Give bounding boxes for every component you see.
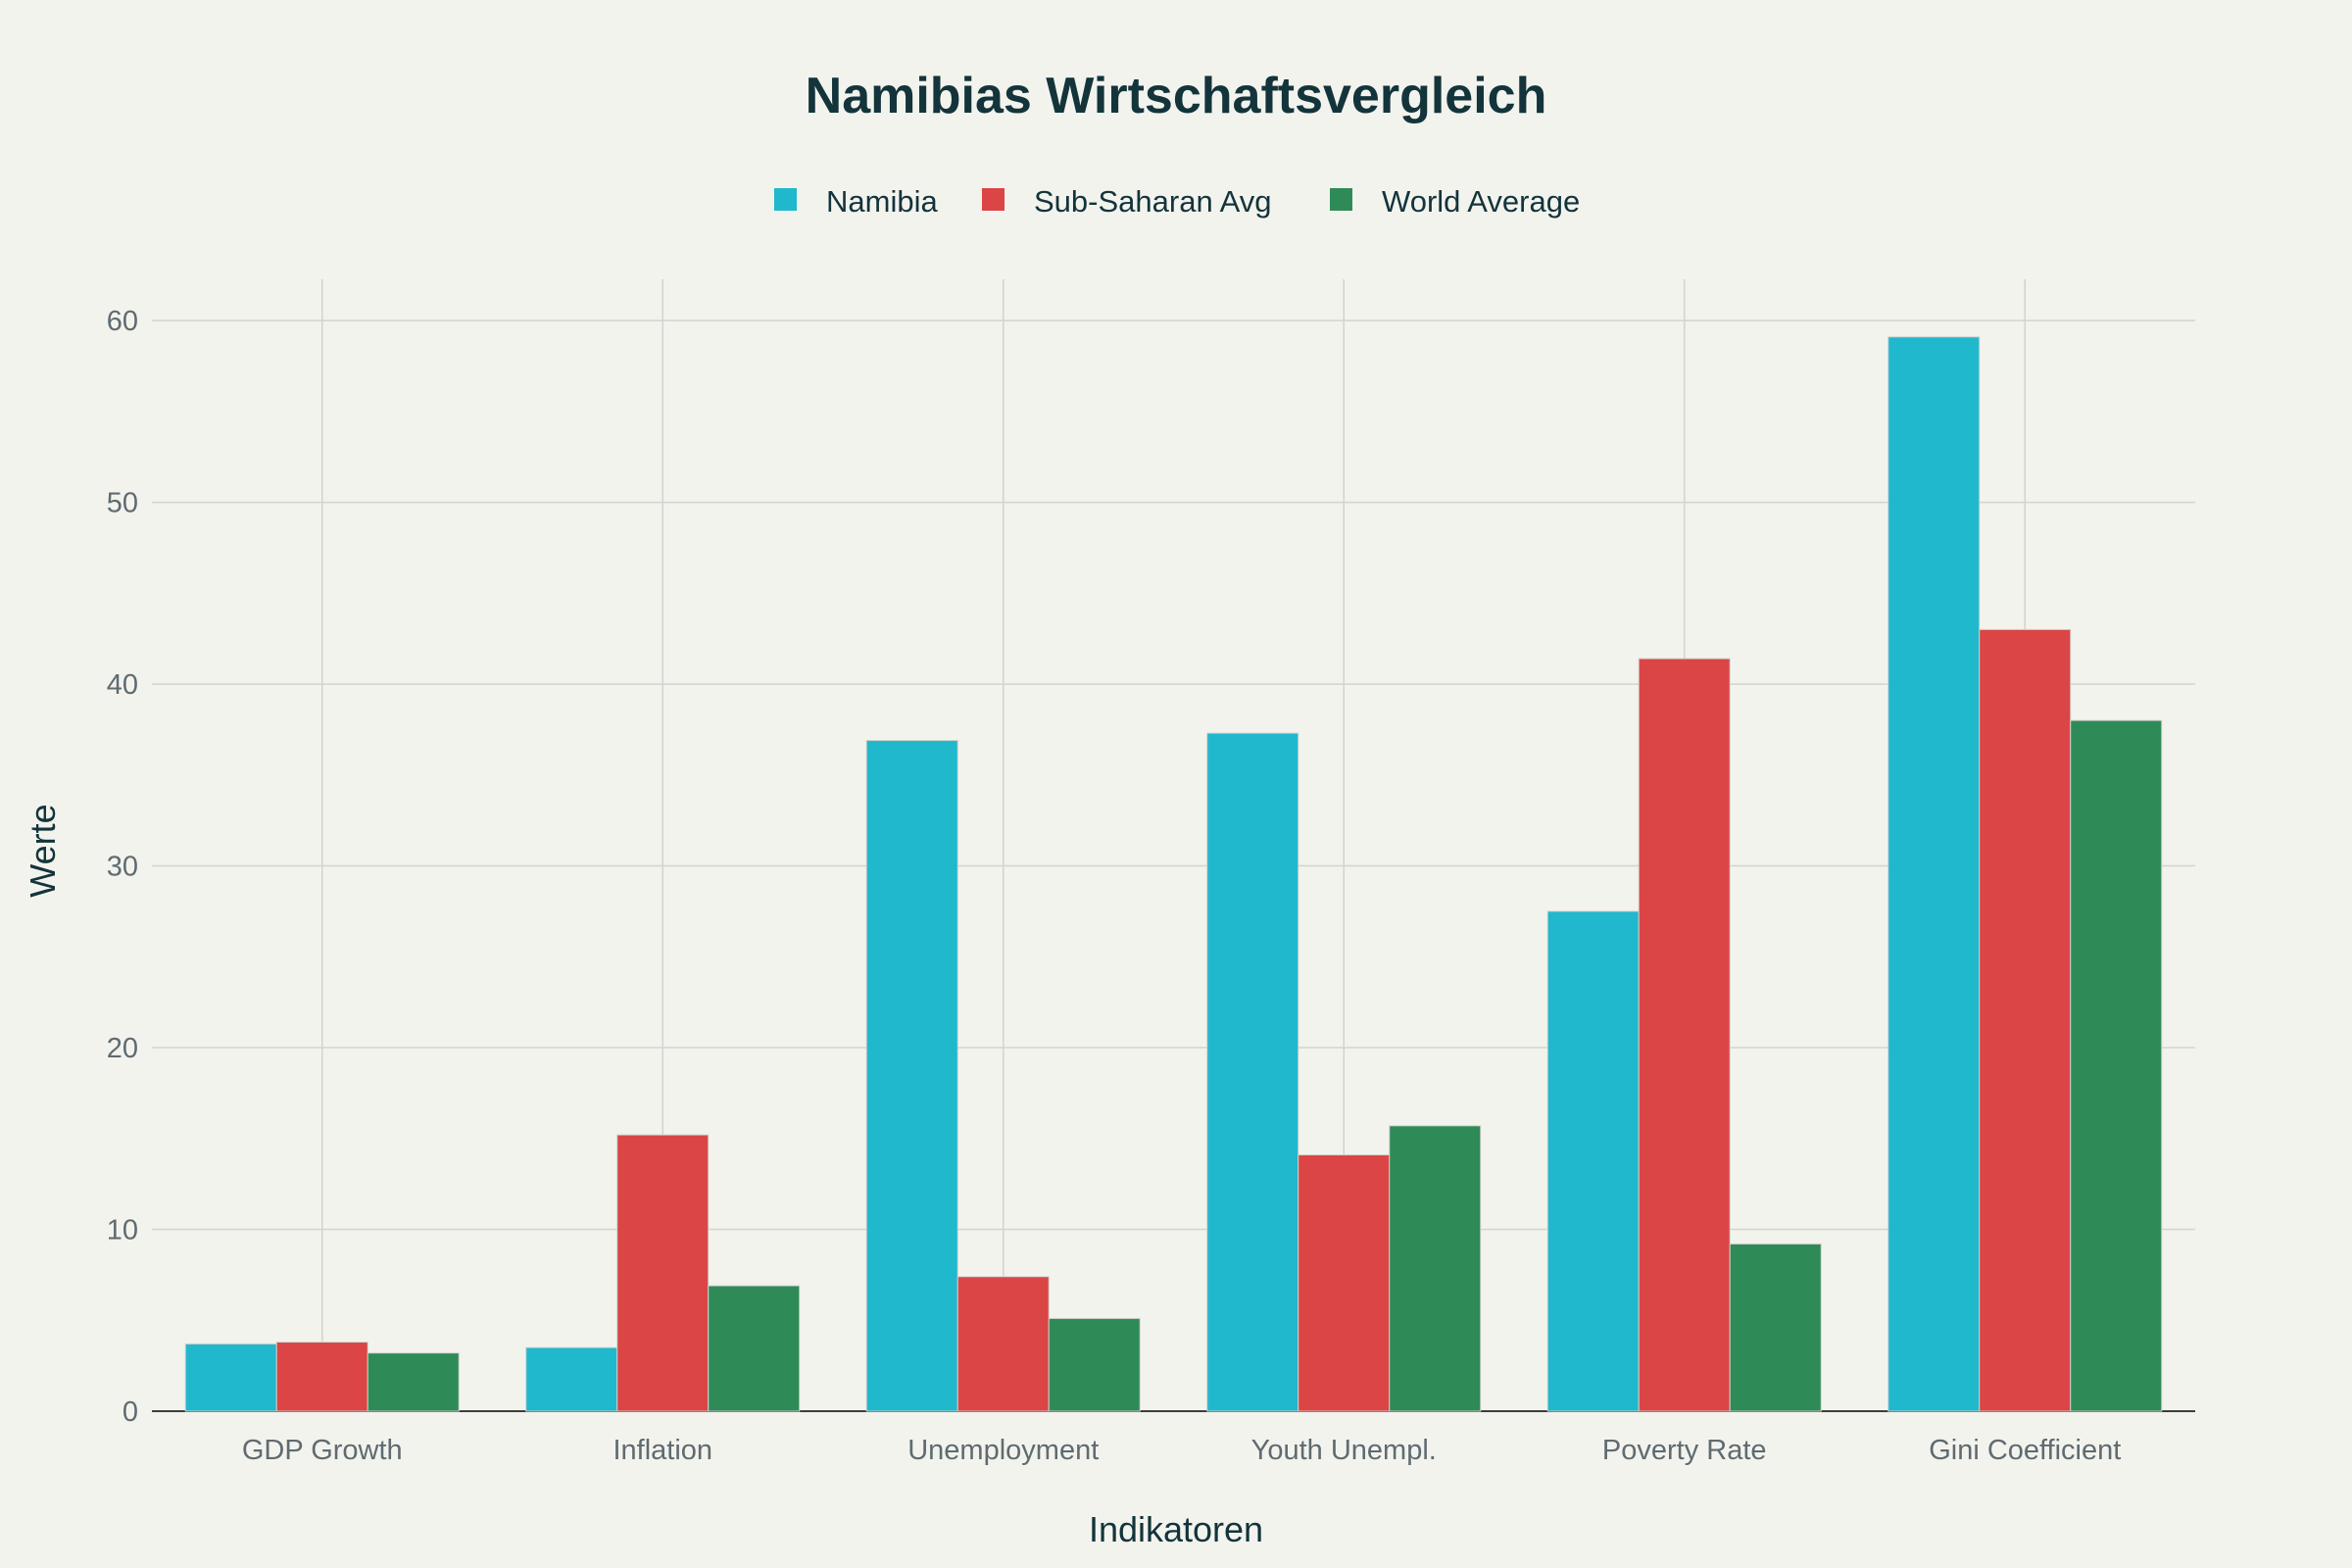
y-axis-label: Werte [23,804,63,897]
bar-world-average [367,1352,460,1412]
x-tick-label: Unemployment [907,1435,1099,1466]
chart-title: Namibias Wirtschaftsvergleich [806,68,1547,124]
y-tick-label: 60 [107,306,138,337]
legend-swatch [774,188,797,211]
x-tick-label: GDP Growth [242,1435,403,1466]
y-tick-label: 0 [122,1396,138,1428]
y-tick-label: 50 [107,488,138,519]
x-axis-label: Indikatoren [1089,1509,1263,1549]
legend-swatch [982,188,1004,211]
bar-namibia [1206,732,1299,1412]
legend-label: World Average [1382,184,1580,219]
y-tick-label: 10 [107,1215,138,1247]
x-tick-label: Poverty Rate [1602,1435,1767,1466]
y-tick-label: 20 [107,1033,138,1064]
x-tick-label: Gini Coefficient [1929,1435,2121,1466]
bar-sub-saharan-avg [1979,628,2072,1412]
legend-swatch [1330,188,1352,211]
bar-namibia [1887,336,1981,1412]
tick-labels: 0 10 20 30 40 50 60 GDP Growth Inflation Unemploy… [107,306,2122,1466]
y-tick-label: 40 [107,669,138,701]
legend-label: Namibia [826,184,938,219]
bars [184,336,2163,1412]
gridlines [152,279,2195,1412]
bar-namibia [184,1343,277,1412]
bar-sub-saharan-avg [616,1134,710,1412]
x-tick-label: Inflation [612,1435,712,1466]
bar-world-average [1048,1317,1141,1412]
legend: Namibia Sub-Saharan Avg World Average [774,184,1580,219]
bar-namibia [1546,910,1640,1412]
legend-label: Sub-Saharan Avg [1034,184,1271,219]
bar-world-average [1389,1125,1482,1412]
bar-sub-saharan-avg [1298,1153,1391,1412]
bar-namibia [865,740,958,1412]
bar-world-average [1729,1243,1822,1412]
bar-sub-saharan-avg [275,1342,368,1412]
bar-sub-saharan-avg [956,1276,1050,1412]
bar-sub-saharan-avg [1638,658,1731,1412]
bar-world-average [2070,719,2163,1412]
x-tick-label: Youth Unempl. [1251,1435,1437,1466]
bar-world-average [708,1285,801,1412]
bar-namibia [525,1347,618,1412]
y-tick-label: 30 [107,852,138,883]
